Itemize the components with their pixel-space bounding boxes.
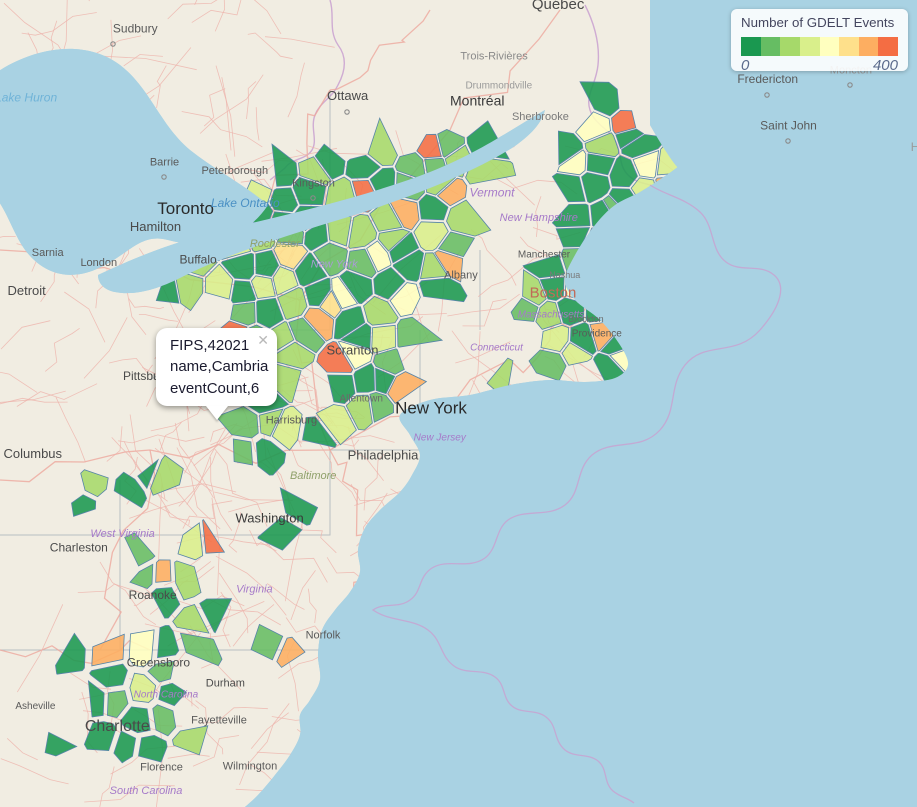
svg-text:Rochester: Rochester	[250, 238, 301, 250]
svg-text:Roanoke: Roanoke	[129, 588, 177, 602]
svg-text:Boston: Boston	[530, 284, 577, 301]
svg-text:Sherbrooke: Sherbrooke	[512, 111, 569, 123]
svg-text:Sudbury: Sudbury	[113, 22, 158, 36]
svg-text:Asheville: Asheville	[15, 701, 55, 712]
svg-text:Greensboro: Greensboro	[127, 655, 191, 669]
svg-text:Hamilton: Hamilton	[130, 219, 181, 234]
svg-text:Lake Huron: Lake Huron	[0, 90, 57, 104]
svg-text:Manchester: Manchester	[518, 249, 571, 260]
svg-text:Fredericton: Fredericton	[737, 72, 798, 86]
svg-text:Kingston: Kingston	[292, 178, 335, 190]
svg-text:Connecticut: Connecticut	[470, 342, 524, 353]
svg-text:Lake Ontario: Lake Ontario	[211, 196, 280, 210]
svg-text:West Virginia: West Virginia	[90, 528, 154, 540]
svg-text:Québec: Québec	[532, 0, 585, 13]
svg-text:Providence: Providence	[572, 328, 622, 339]
svg-text:Norfolk: Norfolk	[306, 630, 341, 642]
svg-text:Trois-Rivières: Trois-Rivières	[460, 50, 528, 62]
svg-text:Harrisburg: Harrisburg	[266, 415, 317, 427]
svg-text:Toronto: Toronto	[157, 199, 214, 218]
svg-text:Detroit: Detroit	[8, 283, 47, 298]
svg-text:Charlotte: Charlotte	[85, 718, 150, 735]
svg-text:Baltimore: Baltimore	[290, 470, 336, 482]
svg-text:New Hampshire: New Hampshire	[500, 212, 578, 224]
svg-text:Allentown: Allentown	[340, 394, 383, 405]
svg-text:Albany: Albany	[444, 269, 478, 281]
svg-text:Philadelphia: Philadelphia	[348, 447, 420, 462]
svg-text:South Carolina: South Carolina	[110, 785, 183, 797]
svg-text:Nashua: Nashua	[549, 270, 580, 280]
svg-text:Vermont: Vermont	[470, 186, 516, 200]
svg-text:North Carolina: North Carolina	[134, 690, 199, 701]
svg-text:Florence: Florence	[140, 761, 183, 773]
svg-text:Scranton: Scranton	[326, 343, 378, 358]
svg-text:Halifa: Halifa	[911, 140, 917, 154]
svg-text:Wilmington: Wilmington	[223, 760, 277, 772]
svg-text:New York: New York	[395, 399, 467, 418]
svg-text:London: London	[80, 257, 117, 269]
svg-text:Fayetteville: Fayetteville	[191, 714, 247, 726]
svg-text:Peterborough: Peterborough	[201, 165, 268, 177]
svg-text:Saint John: Saint John	[760, 119, 817, 133]
svg-text:New Jersey: New Jersey	[414, 433, 467, 444]
svg-text:Montréal: Montréal	[450, 92, 504, 108]
svg-text:Columbus: Columbus	[4, 446, 63, 461]
svg-text:Virginia: Virginia	[236, 583, 273, 595]
svg-text:Barrie: Barrie	[150, 157, 179, 169]
svg-text:Brockton: Brockton	[568, 314, 604, 324]
svg-text:Drummondville: Drummondville	[465, 80, 532, 91]
svg-text:Washington: Washington	[236, 511, 304, 526]
svg-text:Durham: Durham	[206, 678, 245, 690]
svg-text:Buffalo: Buffalo	[180, 252, 217, 266]
svg-text:Sarnia: Sarnia	[32, 247, 65, 259]
svg-text:Ottawa: Ottawa	[327, 88, 369, 103]
svg-text:Charleston: Charleston	[50, 541, 108, 555]
svg-text:New York: New York	[311, 258, 358, 270]
